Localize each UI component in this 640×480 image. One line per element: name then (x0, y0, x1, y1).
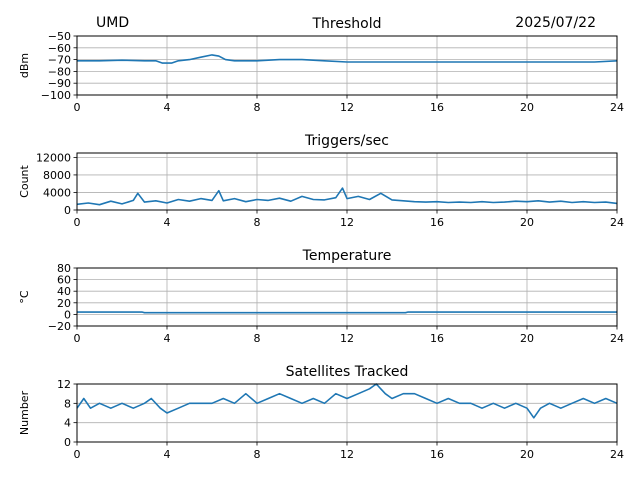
triggers-x-tick-label: 12 (340, 216, 354, 229)
temperature-x-tick-label: 0 (74, 332, 81, 345)
temperature-x-tick-label: 4 (164, 332, 171, 345)
triggers-x-tick-label: 24 (610, 216, 624, 229)
threshold-y-axis-label: dBm (18, 53, 31, 78)
temperature-y-tick-label: −20 (48, 320, 71, 333)
temperature-title: Temperature (302, 248, 392, 264)
threshold-x-tick-label: 24 (610, 101, 624, 114)
satellites-x-tick-label: 0 (74, 448, 81, 461)
temperature-x-tick-label: 24 (610, 332, 624, 345)
temperature-y-tick-label: 60 (57, 274, 71, 287)
satellites-y-tick-label: 12 (57, 378, 71, 391)
satellites-y-tick-label: 8 (64, 397, 71, 410)
triggers-x-tick-label: 4 (164, 216, 171, 229)
triggers-x-tick-label: 0 (74, 216, 81, 229)
satellites-y-tick-label: 0 (64, 436, 71, 449)
threshold-y-tick-label: −90 (48, 77, 71, 90)
satellites-y-tick-label: 4 (64, 417, 71, 430)
threshold-x-tick-label: 8 (254, 101, 261, 114)
threshold-y-tick-label: −50 (48, 30, 71, 43)
triggers-y-axis-label: Count (18, 164, 31, 197)
threshold-x-tick-label: 4 (164, 101, 171, 114)
header-left: UMD (96, 15, 129, 31)
temperature-y-tick-label: 0 (64, 308, 71, 321)
satellites-x-tick-label: 12 (340, 448, 354, 461)
triggers-title: Triggers/sec (304, 133, 389, 149)
satellites-x-tick-label: 8 (254, 448, 261, 461)
temperature-y-tick-label: 80 (57, 262, 71, 275)
satellites-x-tick-label: 16 (430, 448, 444, 461)
satellites-x-tick-label: 20 (520, 448, 534, 461)
satellites-x-tick-label: 4 (164, 448, 171, 461)
temperature-series-line (77, 311, 617, 314)
temperature-y-tick-label: 40 (57, 285, 71, 298)
temperature-x-tick-label: 16 (430, 332, 444, 345)
threshold-y-tick-label: −70 (48, 54, 71, 67)
threshold-x-tick-label: 12 (340, 101, 354, 114)
triggers-x-tick-label: 20 (520, 216, 534, 229)
temperature-x-tick-label: 20 (520, 332, 534, 345)
threshold-title: Threshold (312, 16, 382, 32)
triggers-y-tick-label: 4000 (43, 186, 71, 199)
triggers-x-tick-label: 8 (254, 216, 261, 229)
temperature-x-tick-label: 8 (254, 332, 261, 345)
satellites-series-line (76, 383, 618, 419)
threshold-y-tick-label: −60 (48, 42, 71, 55)
threshold-y-tick-label: −100 (41, 89, 71, 102)
header-right: 2025/07/22 (515, 15, 596, 31)
satellites-title: Satellites Tracked (286, 364, 409, 380)
threshold-series-line (77, 54, 618, 64)
triggers-y-tick-label: 12000 (36, 151, 71, 164)
triggers-y-tick-label: 8000 (43, 169, 71, 182)
temperature-y-axis-label: °C (18, 290, 31, 304)
temperature-y-tick-label: 20 (57, 297, 71, 310)
threshold-x-tick-label: 16 (430, 101, 444, 114)
triggers-y-tick-label: 0 (64, 204, 71, 217)
satellites-y-axis-label: Number (18, 390, 31, 435)
triggers-x-tick-label: 16 (430, 216, 444, 229)
threshold-x-tick-label: 0 (74, 101, 81, 114)
triggers-series-line (76, 187, 618, 206)
threshold-x-tick-label: 20 (520, 101, 534, 114)
temperature-x-tick-label: 12 (340, 332, 354, 345)
threshold-y-tick-label: −80 (48, 65, 71, 78)
satellites-x-tick-label: 24 (610, 448, 624, 461)
